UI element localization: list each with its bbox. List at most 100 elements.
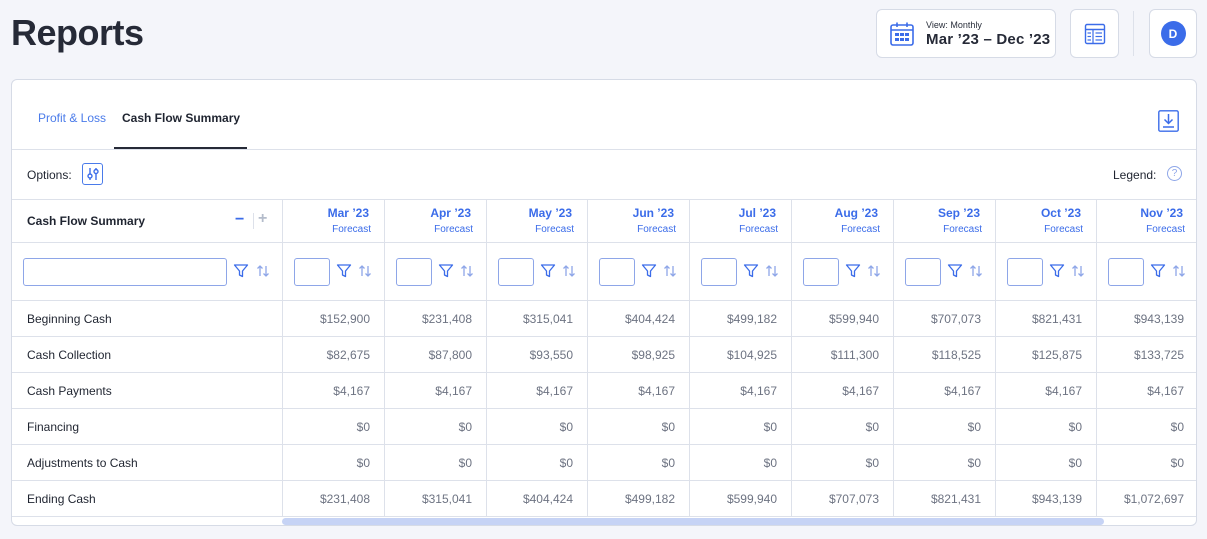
sort-icon[interactable]: [561, 263, 577, 279]
row-label: Cash Collection: [12, 337, 283, 373]
table-cell: $4,167: [1097, 373, 1196, 409]
help-icon[interactable]: ?: [1167, 166, 1182, 181]
sort-icon[interactable]: [866, 263, 882, 279]
horizontal-scrollbar[interactable]: [282, 518, 1104, 525]
row-label: Beginning Cash: [12, 301, 283, 337]
table-title: Cash Flow Summary: [27, 214, 146, 228]
sort-icon[interactable]: [357, 263, 373, 279]
filter-icon[interactable]: [540, 263, 556, 279]
label-filter-cell: [12, 243, 283, 301]
table-cell: $0: [1097, 445, 1196, 481]
sort-icon[interactable]: [764, 263, 780, 279]
download-icon[interactable]: [1158, 110, 1179, 132]
table-cell: $821,431: [996, 301, 1097, 337]
table-cell: $4,167: [996, 373, 1097, 409]
collapse-button[interactable]: −: [235, 211, 245, 228]
filter-icon[interactable]: [743, 263, 759, 279]
column-type-label: Forecast: [434, 224, 473, 235]
column-filter-input[interactable]: [701, 258, 737, 286]
filter-icon[interactable]: [641, 263, 657, 279]
month-column-header: Mar ’23 Forecast: [283, 200, 385, 243]
month-label: Aug ’23: [834, 206, 878, 220]
table-cell: $0: [894, 445, 996, 481]
column-filter-input[interactable]: [1007, 258, 1043, 286]
sort-icon[interactable]: [459, 263, 475, 279]
options-button[interactable]: [82, 163, 103, 185]
column-type-label: Forecast: [637, 224, 676, 235]
user-menu-button[interactable]: D: [1149, 9, 1197, 58]
page-title: Reports: [11, 12, 144, 53]
table-cell: $0: [487, 445, 588, 481]
column-type-label: Forecast: [739, 224, 778, 235]
table-view-button[interactable]: [1070, 9, 1119, 58]
filter-icon[interactable]: [336, 263, 352, 279]
options-row: Options: Legend: ?: [12, 150, 1196, 200]
month-label: Mar ’23: [327, 206, 369, 220]
table-cell: $4,167: [588, 373, 690, 409]
table-cell: $0: [690, 445, 792, 481]
month-column-header: Sep ’23 Forecast: [894, 200, 996, 243]
sort-icon[interactable]: [255, 263, 271, 279]
filter-icon[interactable]: [845, 263, 861, 279]
column-type-label: Forecast: [1146, 224, 1185, 235]
column-filter-input[interactable]: [1108, 258, 1144, 286]
table-cell: $707,073: [894, 301, 996, 337]
column-filter-input[interactable]: [396, 258, 432, 286]
filter-icon[interactable]: [1150, 263, 1166, 279]
table-cell: $0: [996, 409, 1097, 445]
column-type-label: Forecast: [1044, 224, 1083, 235]
table-cell: $82,675: [283, 337, 385, 373]
table-cell: $4,167: [487, 373, 588, 409]
month-column-header: Oct ’23 Forecast: [996, 200, 1097, 243]
table-cell: $499,182: [690, 301, 792, 337]
view-label: View: Monthly: [926, 19, 982, 30]
sort-icon[interactable]: [1070, 263, 1086, 279]
cash-flow-table: Cash Flow Summary − + Mar ’23 Forecast Apr…: [12, 200, 1196, 517]
table-cell: $93,550: [487, 337, 588, 373]
label-filter-input[interactable]: [23, 258, 227, 286]
sort-icon[interactable]: [1171, 263, 1187, 279]
column-filter-input[interactable]: [498, 258, 534, 286]
column-filter-input[interactable]: [294, 258, 330, 286]
table-cell: $0: [385, 409, 487, 445]
view-range: Mar ’23 – Dec ’23: [926, 30, 1051, 48]
month-column-header: Nov ’23 Forecast: [1097, 200, 1196, 243]
tab-cash-flow-summary[interactable]: Cash Flow Summary: [122, 111, 241, 125]
table-cell: $1,072,697: [1097, 481, 1196, 517]
column-filter-cell: [690, 243, 792, 301]
column-type-label: Forecast: [332, 224, 371, 235]
filter-icon[interactable]: [1049, 263, 1065, 279]
table-icon: [1084, 23, 1105, 44]
month-label: Jun ’23: [632, 206, 674, 220]
row-label: Cash Payments: [12, 373, 283, 409]
filter-icon[interactable]: [947, 263, 963, 279]
month-label: Jul ’23: [738, 206, 776, 220]
view-period-button[interactable]: View: Monthly Mar ’23 – Dec ’23: [876, 9, 1056, 58]
table-cell: $315,041: [385, 481, 487, 517]
filter-icon[interactable]: [438, 263, 454, 279]
column-filter-cell: [996, 243, 1097, 301]
column-type-label: Forecast: [943, 224, 982, 235]
table-cell: $0: [588, 445, 690, 481]
table-cell: $125,875: [996, 337, 1097, 373]
column-filter-input[interactable]: [905, 258, 941, 286]
column-filter-input[interactable]: [803, 258, 839, 286]
expand-button[interactable]: +: [258, 210, 268, 227]
filter-icon[interactable]: [233, 263, 249, 279]
column-filter-input[interactable]: [599, 258, 635, 286]
sort-icon[interactable]: [662, 263, 678, 279]
table-cell: $152,900: [283, 301, 385, 337]
column-filter-cell: [588, 243, 690, 301]
table-cell: $4,167: [385, 373, 487, 409]
active-tab-indicator: [114, 147, 247, 149]
month-column-header: Jun ’23 Forecast: [588, 200, 690, 243]
column-filter-cell: [894, 243, 996, 301]
tab-profit-loss[interactable]: Profit & Loss: [38, 111, 107, 125]
month-column-header: May ’23 Forecast: [487, 200, 588, 243]
header-divider: [1133, 11, 1134, 56]
table-cell: $0: [588, 409, 690, 445]
table-cell: $4,167: [792, 373, 894, 409]
row-label: Ending Cash: [12, 481, 283, 517]
column-filter-cell: [487, 243, 588, 301]
sort-icon[interactable]: [968, 263, 984, 279]
